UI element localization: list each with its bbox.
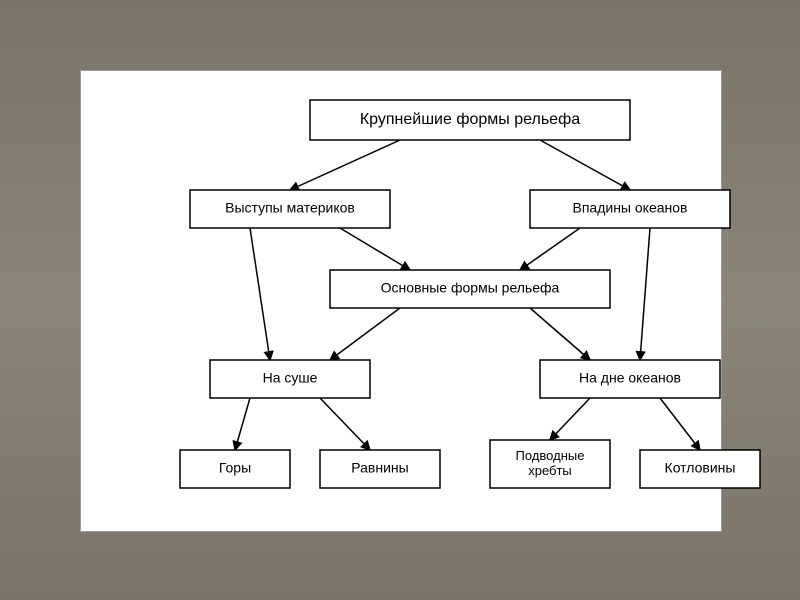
- edge-right1-sea: [640, 228, 650, 360]
- node-label-mid: Основные формы рельефа: [381, 280, 560, 296]
- node-label-mountains: Горы: [219, 460, 251, 476]
- edge-top-left1: [290, 140, 400, 190]
- edge-land-plains: [320, 398, 370, 450]
- edge-sea-basins: [660, 398, 700, 450]
- node-label-sea: На дне океанов: [579, 370, 681, 386]
- edge-left1-mid: [340, 228, 410, 270]
- node-label-ridges-0: Подводные: [516, 448, 585, 463]
- node-label-ridges-1: хребты: [528, 463, 572, 478]
- flowchart-svg: Крупнейшие формы рельефа Выступы материко…: [0, 0, 800, 600]
- edge-land-mountains: [235, 398, 250, 450]
- node-label-top: Крупнейшие формы рельефа: [360, 111, 580, 128]
- node-label-left1: Выступы материков: [225, 200, 355, 216]
- edge-top-right1: [540, 140, 630, 190]
- edge-right1-mid: [520, 228, 580, 270]
- edge-sea-ridges: [550, 398, 590, 440]
- node-label-basins: Котловины: [665, 460, 736, 476]
- edge-mid-sea: [530, 308, 590, 360]
- node-label-land: На суше: [263, 370, 318, 386]
- node-label-plains: Равнины: [351, 460, 408, 476]
- edge-left1-land: [250, 228, 270, 360]
- node-label-right1: Впадины океанов: [573, 200, 688, 216]
- edge-mid-land: [330, 308, 400, 360]
